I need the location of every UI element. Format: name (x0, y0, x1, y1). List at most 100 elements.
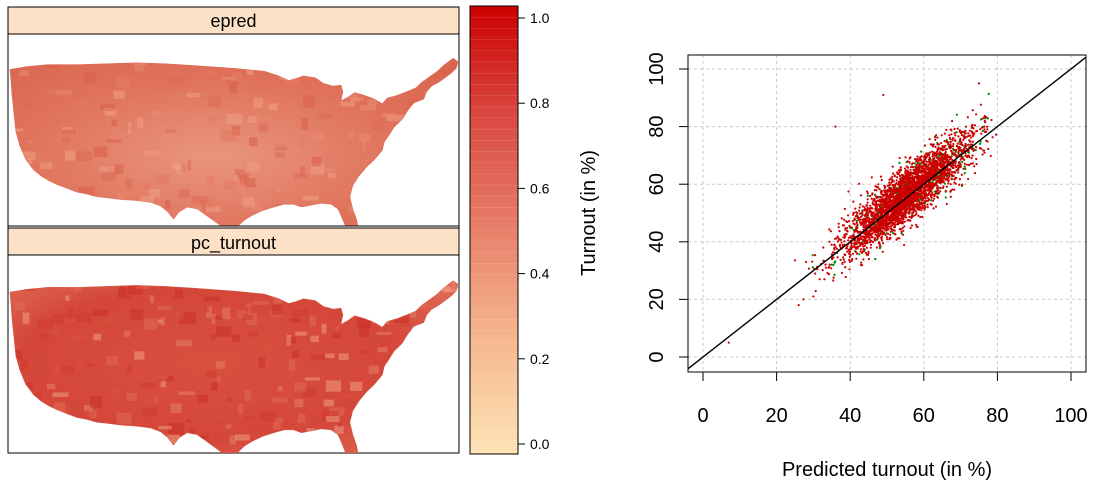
color-key: 0.0 0.2 0.4 0.6 0.8 1.0 (469, 5, 550, 455)
scatter-point (901, 226, 904, 229)
scatter-point (937, 191, 940, 194)
county-cell (34, 67, 50, 75)
scatter-point (863, 237, 866, 240)
scatter-point (886, 238, 889, 241)
scatter-point (846, 245, 849, 248)
scatter-point (924, 170, 927, 174)
scatter-point (923, 144, 927, 147)
scatter-point (834, 245, 837, 248)
scatter-point (880, 235, 884, 238)
scatter-point (907, 173, 910, 176)
county-cell (358, 350, 372, 354)
scatter-point (874, 257, 877, 261)
scatter-point (918, 175, 921, 178)
scatter-point (910, 224, 914, 227)
scatter-point (882, 194, 885, 197)
scatter-point (904, 210, 907, 213)
scatter-point (852, 211, 855, 214)
scatter-point (914, 158, 917, 161)
scatter-point (908, 215, 911, 219)
county-cell (367, 98, 378, 106)
county-cell (286, 334, 292, 346)
scatter-point (902, 229, 905, 232)
scatter-point (847, 214, 850, 217)
scatter-point (934, 145, 937, 148)
county-cell (143, 151, 159, 156)
county-cell (178, 189, 190, 198)
scatter-point (871, 217, 874, 221)
scatter-point (912, 168, 915, 172)
county-cell (350, 381, 363, 391)
county-cell (110, 388, 121, 401)
scatter-point (888, 196, 891, 199)
scatter-point (921, 215, 924, 218)
scatter-point (881, 250, 884, 253)
scatter-point (893, 174, 896, 177)
scatter-point (939, 160, 942, 163)
scatter-point (858, 238, 862, 241)
scatter-point (888, 178, 891, 181)
scatter-point (836, 235, 839, 238)
county-cell (19, 70, 29, 77)
scatter-point (919, 164, 922, 167)
scatter-point (954, 154, 957, 157)
county-cell (418, 88, 423, 92)
scatter-point (833, 273, 836, 276)
county-cell (63, 319, 77, 323)
county-cell (99, 104, 116, 111)
scatter-point (865, 204, 869, 207)
county-cell (277, 386, 283, 392)
scatter-point (917, 197, 920, 200)
scatter-point (918, 201, 921, 204)
scatter-point (893, 224, 897, 227)
county-cell (124, 61, 137, 65)
scatter-point (923, 208, 926, 211)
scatter-point (934, 152, 938, 155)
county-cell (307, 202, 321, 206)
scatter-point (957, 147, 961, 150)
county-cell (133, 62, 147, 66)
scatter-point (887, 194, 890, 198)
scatter-point (811, 254, 814, 257)
scatter-point (857, 218, 861, 221)
scatter-point (948, 147, 952, 150)
county-cell (333, 100, 339, 110)
scatter-point (887, 188, 890, 191)
scatter-point (880, 212, 883, 215)
scatter-point (952, 166, 955, 170)
scatter-point (899, 189, 903, 192)
scatter-point (960, 149, 963, 152)
scatter-point (891, 209, 895, 212)
county-cell (325, 353, 335, 359)
scatter-point (894, 217, 898, 220)
scatter-point (874, 209, 877, 212)
scatter-point (855, 227, 858, 230)
scatter-point (853, 242, 856, 245)
county-cell (64, 150, 76, 161)
strip-background (7, 6, 460, 35)
scatter-point (932, 184, 935, 187)
scatter-point (921, 179, 924, 182)
scatter-point (977, 82, 981, 85)
scatter-point (894, 201, 897, 204)
county-cell (204, 306, 209, 313)
scatter-point (899, 193, 902, 196)
county-cell (295, 419, 310, 427)
scatter-point (830, 243, 833, 246)
county-cell (386, 114, 403, 122)
scatter-point (837, 237, 840, 240)
scatter-point (931, 192, 934, 195)
scatter-point (917, 214, 920, 217)
scatter-point (848, 250, 851, 253)
scatter-point (828, 263, 831, 266)
scatter-point (897, 173, 900, 176)
county-cell (47, 383, 56, 390)
scatter-point (926, 199, 930, 203)
scatter-point (880, 206, 883, 209)
scatter-point (911, 208, 914, 211)
scatter-point (922, 201, 925, 205)
county-cell (175, 311, 185, 319)
scatter-point (882, 93, 885, 97)
scatter-point (913, 170, 917, 173)
